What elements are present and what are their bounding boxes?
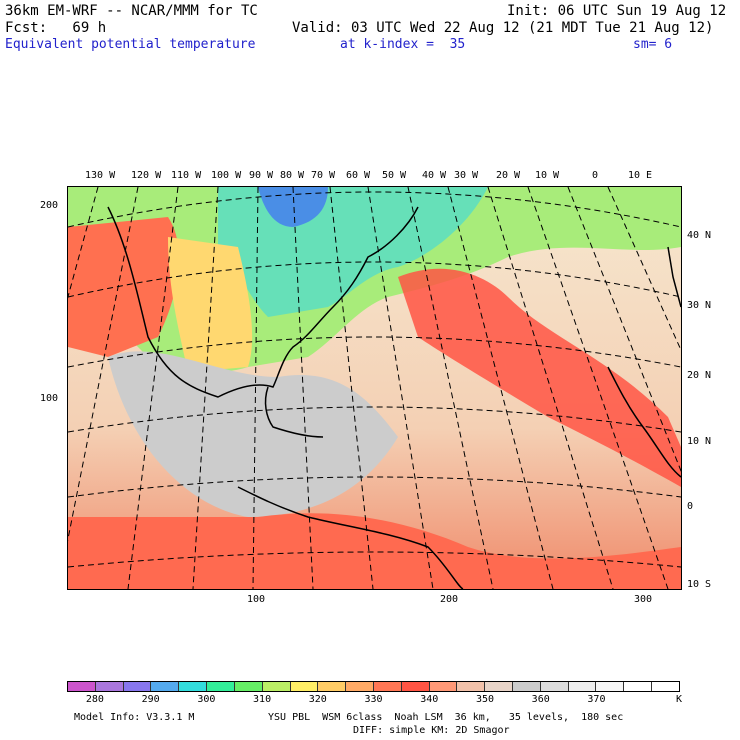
grid-x-label: 300 (634, 594, 653, 605)
level-index: at k-index = 35 (340, 37, 466, 52)
colorbar-swatch (234, 682, 263, 691)
colorbar-swatch (568, 682, 597, 691)
colorbar-swatch (485, 682, 513, 691)
valid-time: Valid: 03 UTC Wed 22 Aug 12 (21 MDT Tue … (292, 20, 714, 36)
cold-pool (258, 187, 328, 227)
theta-e-map (68, 187, 681, 589)
lat-label: 30 N (687, 300, 712, 311)
lon-label: 60 W (346, 170, 371, 181)
lon-label: 10 E (628, 170, 653, 181)
colorbar-swatch (179, 682, 208, 691)
colorbar-label: 340 (420, 694, 439, 705)
lat-label: 0 (687, 501, 694, 512)
lon-label: 50 W (382, 170, 407, 181)
lon-label: 20 W (496, 170, 521, 181)
colorbar-swatch (513, 682, 541, 691)
colorbar-swatch (401, 682, 430, 691)
colorbar-label: 290 (141, 694, 160, 705)
model-title: 36km EM-WRF -- NCAR/MMM for TC (5, 3, 258, 19)
grid-x-label: 200 (440, 594, 459, 605)
lon-label: 100 W (211, 170, 242, 181)
init-time: Init: 06 UTC Sun 19 Aug 12 (507, 3, 727, 19)
lon-label: 90 W (249, 170, 274, 181)
colorbar-swatch (318, 682, 347, 691)
colorbar-swatch (596, 682, 625, 691)
atlantic-warm-band (398, 268, 681, 487)
plains-zone (168, 237, 253, 372)
physics-info: YSU PBL WSM 6class Noah LSM 36 km, 35 le… (268, 712, 624, 723)
colorbar-label: 350 (475, 694, 495, 705)
lon-label: 10 W (535, 170, 560, 181)
colorbar-swatch (262, 682, 291, 691)
colorbar-swatch (207, 682, 235, 691)
lat-label: 40 N (687, 230, 712, 241)
colorbar-label: 360 (531, 694, 550, 705)
smoothing: sm= 6 (633, 37, 673, 52)
model-info: Model Info: V3.3.1 M (74, 712, 195, 723)
tropics-gray (108, 351, 398, 517)
colorbar-swatch (540, 682, 569, 691)
colorbar-label: 320 (308, 694, 327, 705)
lon-label: 0 (592, 170, 599, 181)
colorbar-label: 370 (587, 694, 606, 705)
lon-label: 30 W (454, 170, 479, 181)
colorbar-swatch (652, 682, 679, 691)
grid-y-label: 200 (40, 200, 59, 211)
grid-y-label: 100 (40, 393, 59, 404)
colorbar-swatch (429, 682, 458, 691)
colorbar-swatch (151, 682, 180, 691)
colorbar (67, 681, 680, 692)
colorbar-label: 310 (253, 694, 272, 705)
colorbar-swatch (123, 682, 152, 691)
lon-label: 130 W (85, 170, 116, 181)
lat-label: 20 N (687, 370, 712, 381)
colorbar-label: 330 (364, 694, 383, 705)
colorbar-swatch (346, 682, 374, 691)
lon-label: 120 W (131, 170, 162, 181)
colorbar-label: 300 (197, 694, 216, 705)
field-name: Equivalent potential temperature (5, 37, 256, 52)
hot-west (68, 217, 179, 357)
colorbar-swatch (290, 682, 319, 691)
colorbar-label: 280 (85, 694, 104, 705)
lon-label: 80 W (280, 170, 305, 181)
lat-label: 10 N (687, 436, 712, 447)
colorbar-swatch (457, 682, 486, 691)
lon-label: 110 W (171, 170, 202, 181)
lon-label: 40 W (422, 170, 447, 181)
south-warm-zone (68, 513, 681, 589)
lat-label: 10 S (687, 579, 712, 590)
colorbar-unit: K (676, 694, 683, 705)
diffusion-info: DIFF: simple KM: 2D Smagor (353, 725, 510, 736)
colorbar-swatch (68, 682, 96, 691)
map-panel (67, 186, 682, 590)
colorbar-swatch (624, 682, 653, 691)
grid-x-label: 100 (247, 594, 266, 605)
colorbar-swatch (373, 682, 402, 691)
forecast-hour: Fcst: 69 h (5, 20, 107, 36)
lon-label: 70 W (311, 170, 336, 181)
colorbar-swatch (95, 682, 124, 691)
